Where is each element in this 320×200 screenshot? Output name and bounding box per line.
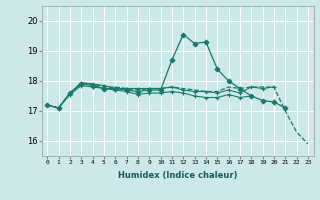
X-axis label: Humidex (Indice chaleur): Humidex (Indice chaleur) xyxy=(118,171,237,180)
